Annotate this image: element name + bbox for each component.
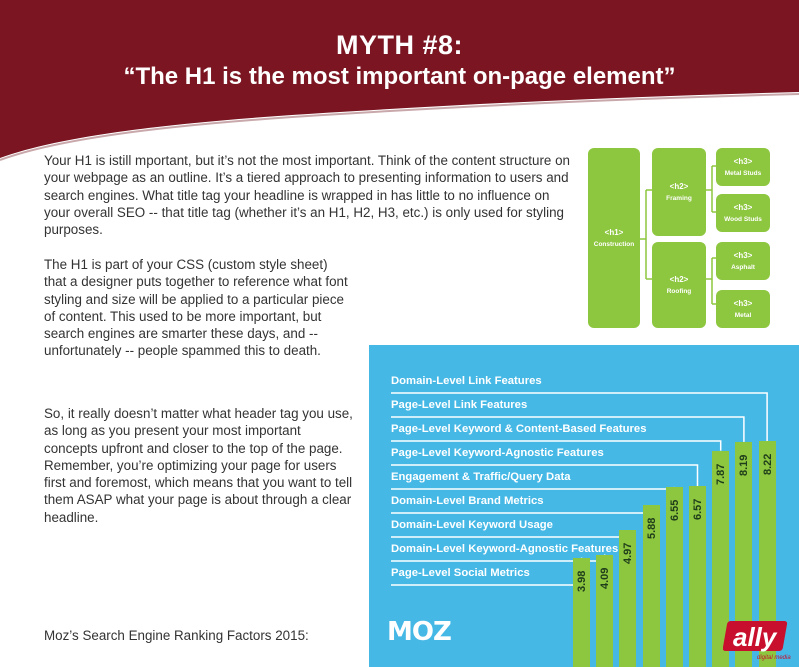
header-banner: MYTH #8: “The H1 is the most important o… — [0, 0, 799, 170]
h3-metal-label: Metal — [734, 312, 752, 319]
bar-value-label: 5.88 — [645, 517, 658, 540]
factor-label: Page-Level Keyword-Agnostic Features — [391, 447, 604, 459]
bar — [596, 554, 614, 667]
bar — [642, 505, 660, 667]
bar — [689, 486, 706, 667]
bar-value-label: 4.97 — [622, 542, 635, 565]
moz-logo: MOZ — [387, 617, 452, 647]
bar-value-label: 4.09 — [599, 567, 612, 589]
h3-metal-studs-box: <h3> Metal Studs — [716, 148, 770, 186]
h2-framing-label: Framing — [666, 195, 692, 202]
h2-framing-tag: <h2> — [669, 182, 689, 191]
h1-box: <h1> Construction — [588, 148, 640, 328]
ally-logo-subtext: digital media — [757, 655, 791, 661]
bar — [573, 557, 590, 667]
factor-label: Page-Level Link Features — [391, 399, 528, 411]
bar — [735, 441, 753, 667]
bar — [619, 530, 637, 667]
factor-label: Domain-Level Brand Metrics — [391, 495, 544, 507]
ranking-factors-chart: Page-Level Social Metrics Domain-Level Ke… — [369, 345, 799, 667]
h2-roofing-label: Roofing — [666, 288, 692, 295]
bar — [758, 441, 776, 667]
paragraph-3: So, it really doesn’t matter what header… — [44, 406, 353, 525]
factor-label: Domain-Level Keyword Usage — [391, 519, 553, 531]
paragraph-2: The H1 is part of your CSS (custom style… — [44, 257, 348, 359]
factor-label: Page-Level Social Metrics — [391, 567, 530, 579]
h1-tag: <h1> — [604, 228, 624, 237]
bar-value-label: 8.19 — [738, 454, 751, 476]
factor-label: Page-Level Keyword & Content-Based Featu… — [391, 423, 647, 435]
h3-metal-studs-label: Metal Studs — [724, 170, 762, 177]
h3-wood-studs-tag: <h3> — [733, 203, 753, 212]
bar-value-label: 6.57 — [692, 498, 704, 521]
heading-hierarchy-diagram: <h1> Construction <h2> Framing <h2> Roof… — [586, 146, 776, 331]
leader-line — [391, 464, 699, 487]
h3-asphalt-box: <h3> Asphalt — [716, 242, 770, 280]
chart-caption: Moz’s Search Engine Ranking Factors 2015… — [44, 628, 309, 643]
leader-line — [391, 486, 676, 490]
bar-value-label: 3.98 — [576, 570, 588, 592]
h3-metal-tag: <h3> — [733, 299, 753, 308]
h3-asphalt-label: Asphalt — [731, 264, 755, 271]
bar-value-label: 7.87 — [715, 463, 728, 485]
h2-framing-box: <h2> Framing — [652, 148, 706, 236]
h3-metal-studs-tag: <h3> — [733, 157, 753, 166]
ally-logo-mark: ally digital media — [723, 621, 791, 661]
factor-label: Engagement & Traffic/Query Data — [391, 471, 571, 483]
factor-label: Domain-Level Link Features — [391, 375, 542, 387]
h2-roofing-box: <h2> Roofing — [652, 242, 706, 328]
bar-value-label: 6.55 — [668, 499, 681, 521]
h1-label: Construction — [593, 241, 635, 248]
bar — [665, 486, 683, 667]
hierarchy-connectors — [640, 165, 716, 305]
banner-shape — [0, 0, 799, 161]
ally-logo-text: ally — [733, 622, 778, 652]
page-title: MYTH #8: — [335, 30, 464, 60]
ally-logo: ally digital media — [723, 613, 793, 663]
leader-line — [391, 440, 722, 451]
leader-line — [391, 530, 629, 538]
factor-label: Domain-Level Keyword-Agnostic Features — [391, 543, 619, 555]
h3-wood-studs-label: Wood Studs — [724, 216, 762, 223]
leader-line — [391, 392, 768, 441]
bar-value-label: 8.22 — [761, 453, 774, 475]
h3-wood-studs-box: <h3> Wood Studs — [716, 194, 770, 232]
leader-line — [391, 416, 745, 442]
h2-roofing-tag: <h2> — [669, 275, 689, 284]
bar — [712, 450, 730, 667]
h3-asphalt-tag: <h3> — [733, 251, 753, 260]
paragraph-1: Your H1 is istill mportant, but it’s not… — [44, 153, 570, 238]
h3-metal-box: <h3> Metal — [716, 290, 770, 328]
page-subtitle: “The H1 is the most important on-page el… — [123, 63, 676, 90]
